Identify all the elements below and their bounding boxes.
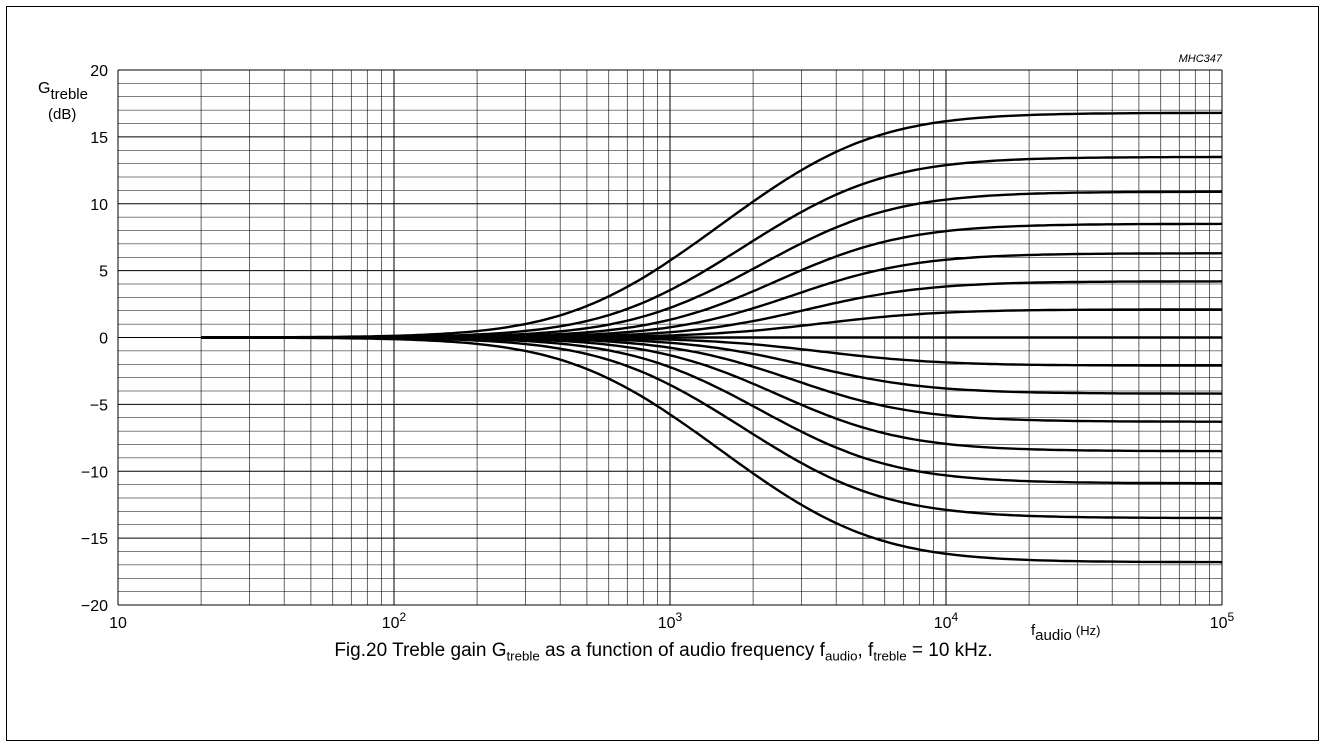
gain-curve (201, 336, 1223, 485)
y-tick-label: −5 (90, 397, 108, 414)
gain-curve (201, 308, 1223, 339)
x-tick-label: 105 (1210, 610, 1235, 632)
x-tick-label: 102 (382, 610, 407, 632)
figure-caption: Fig.20 Treble gain Gtreble as a function… (0, 640, 1327, 664)
y-tick-label: 10 (90, 197, 108, 214)
figure-frame (6, 6, 1319, 741)
curves (201, 111, 1223, 564)
caption-sub-3: treble (873, 648, 907, 664)
gain-curve (201, 336, 1223, 564)
caption-text-1: Fig.20 Treble gain G (334, 640, 507, 661)
x-tick-label: 104 (934, 610, 959, 632)
y-tick-label: 15 (90, 130, 108, 147)
caption-sub-1: treble (506, 648, 540, 664)
caption-sub-2: audio (824, 648, 858, 664)
grid (117, 69, 1223, 606)
y-axis-unit: (dB) (48, 106, 76, 123)
y-tick-label: 0 (99, 331, 108, 348)
caption-text-4: = 10 kHz. (906, 640, 993, 661)
y-tick-labels: 20 15 10 5 0 −5 −10 −15 −20 (81, 63, 108, 615)
x-tick-label: 103 (658, 610, 683, 632)
y-tick-label: 20 (90, 63, 108, 80)
y-tick-label: −10 (81, 464, 108, 481)
x-axis-label: faudio (Hz) (1031, 622, 1100, 640)
y-tick-label: 5 (99, 264, 108, 281)
x-tick-label: 10 (109, 615, 127, 632)
y-axis-label: Gtreble (38, 80, 88, 103)
x-tick-labels: 10 102 103 104 105 (109, 610, 1234, 632)
gain-curve (201, 336, 1223, 367)
chart-code: MHC347 (1179, 53, 1223, 65)
caption-text-2: as a function of audio frequency f (539, 640, 825, 661)
caption-text-3: , f (857, 640, 874, 661)
y-tick-label: −20 (81, 598, 108, 615)
gain-curve (201, 190, 1223, 339)
y-tick-label: −15 (81, 531, 108, 548)
